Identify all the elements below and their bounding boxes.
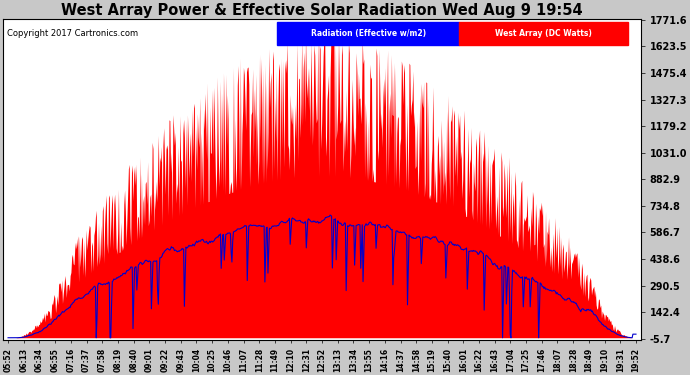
Text: Radiation (Effective w/m2): Radiation (Effective w/m2) [310, 29, 426, 38]
Bar [459, 22, 628, 45]
Title: West Array Power & Effective Solar Radiation Wed Aug 9 19:54: West Array Power & Effective Solar Radia… [61, 3, 583, 18]
Text: West Array (DC Watts): West Array (DC Watts) [495, 29, 592, 38]
Bar [277, 22, 459, 45]
Text: Copyright 2017 Cartronics.com: Copyright 2017 Cartronics.com [6, 28, 137, 38]
